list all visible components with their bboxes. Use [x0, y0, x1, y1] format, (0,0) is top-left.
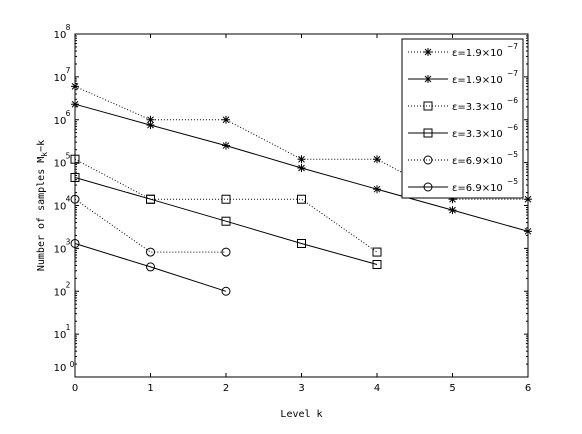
legend-label-3: ε=3.3×10 — [452, 102, 503, 113]
legend-label-exponent-3: −6 — [507, 96, 518, 105]
y-tick-exponent-5: 5 — [66, 152, 71, 161]
legend-marker-5 — [423, 155, 433, 165]
y-tick-base-0: 10 — [54, 363, 67, 374]
legend-label-4: ε=3.3×10 — [452, 129, 503, 140]
y-tick-base-1: 10 — [54, 330, 67, 341]
y-tick-base-2: 10 — [54, 287, 67, 298]
data-point-s1-4 — [297, 155, 306, 164]
data-point-s3-3 — [221, 194, 231, 204]
data-point-s6-3 — [221, 286, 231, 296]
series-line-4 — [74, 177, 378, 265]
legend-label-5: ε=6.9×10 — [452, 156, 503, 167]
marks-layer — [70, 82, 532, 296]
legend-marker-4 — [423, 128, 433, 138]
x-tick-label-5: 5 — [449, 383, 455, 394]
data-point-s1-3 — [222, 115, 230, 124]
data-point-s3-5 — [372, 247, 382, 257]
legend-marker-2 — [424, 75, 432, 83]
series-line-5 — [74, 198, 226, 253]
y-tick-exponent-2: 2 — [66, 280, 71, 289]
legend-marker-6 — [423, 182, 433, 192]
data-point-s1-5 — [373, 155, 381, 164]
data-point-s4-4 — [297, 238, 306, 248]
legend: ε=1.9×10 −7 ε=1.9×10 −7 ε=3.3×10 −6 ε=3.3×10 −6… — [401, 38, 524, 199]
y-tick-exponent-8: 8 — [66, 23, 71, 32]
data-point-s5-2 — [146, 247, 155, 257]
data-point-s3-4 — [297, 194, 306, 204]
data-point-s4-5 — [372, 260, 382, 270]
legend-marker-3 — [423, 101, 433, 111]
y-tick-base-5: 10 — [54, 159, 67, 170]
data-point-s4-3 — [221, 216, 231, 226]
x-tick-label-6: 6 — [525, 383, 531, 394]
y-tick-exponent-6: 6 — [66, 109, 71, 118]
x-tick-label-0: 0 — [72, 383, 78, 394]
series-line-6 — [74, 243, 227, 292]
legend-label-exponent-1: −7 — [507, 42, 518, 51]
legend-label-exponent-2: −7 — [507, 69, 518, 78]
data-point-s2-5 — [373, 185, 381, 194]
x-tick-label-4: 4 — [374, 383, 380, 394]
series-line-3 — [74, 158, 378, 253]
data-point-s5-3 — [221, 247, 231, 257]
y-tick-base-4: 10 — [54, 202, 67, 213]
y-tick-exponent-0: 0 — [70, 360, 75, 369]
y-tick-base-7: 10 — [54, 73, 67, 84]
y-tick-base-8: 10 — [54, 30, 67, 41]
legend-marker-1 — [424, 48, 432, 56]
y-axis-title: Number of samples Mk−k — [36, 140, 49, 271]
y-axis-title-sub: k — [40, 152, 49, 157]
x-tick-label-1: 1 — [147, 383, 153, 394]
y-tick-base-6: 10 — [54, 116, 67, 127]
legend-box — [401, 38, 524, 199]
legend-label-exponent-6: −5 — [507, 177, 518, 186]
legend-label-exponent-4: −6 — [507, 123, 518, 132]
legend-label-2: ε=1.9×10 — [452, 75, 503, 86]
x-tick-label-3: 3 — [298, 383, 304, 394]
y-tick-exponent-1: 1 — [66, 323, 71, 332]
y-axis-title-main: Number of samples M — [36, 157, 47, 271]
x-axis-title: Level k — [280, 409, 322, 420]
y-axis-title-suffix: −k — [36, 140, 47, 152]
data-point-s4-2 — [146, 194, 155, 204]
data-point-s2-3 — [222, 141, 230, 150]
legend-label-1: ε=1.9×10 — [452, 48, 503, 59]
data-point-s6-2 — [146, 262, 155, 272]
y-tick-base-3: 10 — [54, 244, 67, 255]
data-point-s2-6 — [448, 206, 457, 215]
legend-label-6: ε=6.9×10 — [452, 183, 503, 194]
y-tick-exponent-4: 4 — [66, 195, 71, 204]
data-point-s2-4 — [297, 163, 306, 172]
y-tick-exponent-7: 7 — [66, 66, 71, 75]
data-point-s2-2 — [146, 121, 155, 130]
legend-label-exponent-5: −5 — [507, 150, 518, 159]
y-tick-exponent-3: 3 — [66, 237, 71, 246]
x-tick-label-2: 2 — [223, 383, 229, 394]
